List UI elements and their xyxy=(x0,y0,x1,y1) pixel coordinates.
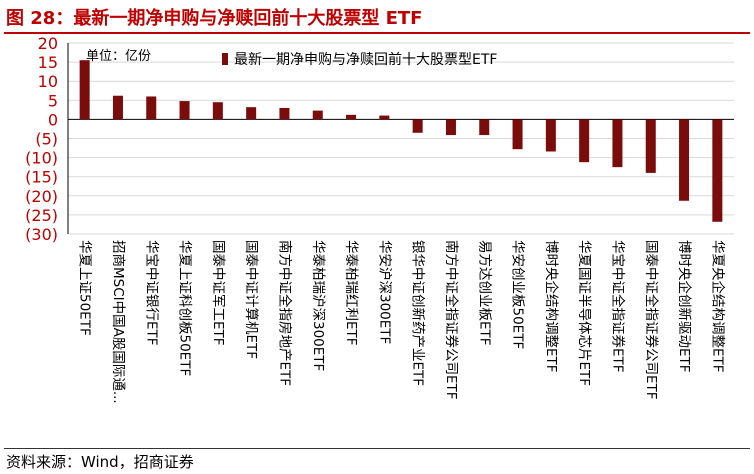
bar xyxy=(679,119,690,201)
bar xyxy=(146,96,157,120)
bar xyxy=(179,101,190,120)
y-tick-label: (10) xyxy=(25,149,58,168)
title-divider xyxy=(4,32,750,34)
source-note: 资料来源：Wind，招商证券 xyxy=(6,453,194,471)
legend-swatch xyxy=(222,53,228,65)
y-tick-label: 5 xyxy=(48,91,58,110)
x-tick-label: 国泰中证全指证券公司ETF xyxy=(643,240,660,400)
x-tick-label: 国泰中证计算机ETF xyxy=(243,240,259,359)
x-tick-label: 华夏国证半导体芯片ETF xyxy=(576,240,592,386)
y-tick-label: (20) xyxy=(25,187,58,206)
x-tick-label: 华宝中证全指证券ETF xyxy=(609,240,626,373)
bar xyxy=(479,119,490,136)
y-tick-label: 20 xyxy=(38,34,58,53)
y-tick-label: (25) xyxy=(25,206,58,225)
bar xyxy=(112,95,123,120)
x-tick-label: 银华中证创新药产业ETF xyxy=(410,240,426,386)
bar xyxy=(579,119,590,163)
x-tick-label: 华泰柏瑞红利ETF xyxy=(343,240,359,346)
bar xyxy=(512,119,523,150)
source-divider xyxy=(4,448,750,449)
y-tick-label: (30) xyxy=(25,225,58,244)
bar xyxy=(445,119,456,136)
x-tick-label: 华夏上证科创板50ETF xyxy=(177,240,193,376)
x-tick-label: 南方中证全指房地产ETF xyxy=(276,240,293,386)
bar xyxy=(246,107,257,120)
legend: 最新一期净申购与净赎回前十大股票型ETF xyxy=(222,51,497,68)
bar xyxy=(712,119,723,222)
bar xyxy=(346,114,357,120)
bar xyxy=(312,110,323,120)
bar xyxy=(612,119,623,168)
x-tick-label: 华夏上证50ETF xyxy=(77,240,93,336)
x-tick-label: 招商MSCI中国A股国际通... xyxy=(110,240,126,404)
bars-layer xyxy=(79,60,723,222)
x-tick-label: 国泰中证军工ETF xyxy=(210,240,226,346)
y-tick-label: 15 xyxy=(38,53,58,72)
y-tick-label: 10 xyxy=(38,72,58,91)
bar xyxy=(79,60,90,120)
figure-title: 图 28：最新一期净申购与净赎回前十大股票型 ETF xyxy=(6,8,423,29)
bar xyxy=(279,107,290,120)
grid-layer xyxy=(67,42,734,235)
legend-label: 最新一期净申购与净赎回前十大股票型ETF xyxy=(234,51,497,68)
x-tick-label: 博时央企创新驱动ETF xyxy=(676,240,693,373)
x-tick-labels: 华夏上证50ETF 招商MSCI中国A股国际通... 华宝中证银行ETF 华夏上证科创… xyxy=(77,240,727,404)
bar xyxy=(379,115,390,120)
y-tick-label: (5) xyxy=(35,130,58,149)
x-tick-label: 华宝中证银行ETF xyxy=(143,240,159,346)
x-tick-label: 南方中证全指证券公司ETF xyxy=(443,240,460,400)
bar xyxy=(212,102,223,120)
bar xyxy=(645,119,656,173)
bar xyxy=(412,119,423,133)
x-tick-label: 华安创业板50ETF xyxy=(510,240,526,349)
y-tick-label: (15) xyxy=(25,168,58,187)
x-tick-label: 易方达创业板ETF xyxy=(476,240,492,346)
x-tick-label: 华夏央企结构调整ETF xyxy=(709,240,726,373)
unit-label: 单位：亿份 xyxy=(86,49,151,64)
bar xyxy=(545,119,556,152)
x-tick-label: 博时央企结构调整ETF xyxy=(543,240,560,373)
x-tick-label: 华泰柏瑞沪深300ETF xyxy=(310,240,326,371)
y-tick-label: 0 xyxy=(48,110,58,129)
x-tick-label: 华安沪深300ETF xyxy=(376,240,392,344)
